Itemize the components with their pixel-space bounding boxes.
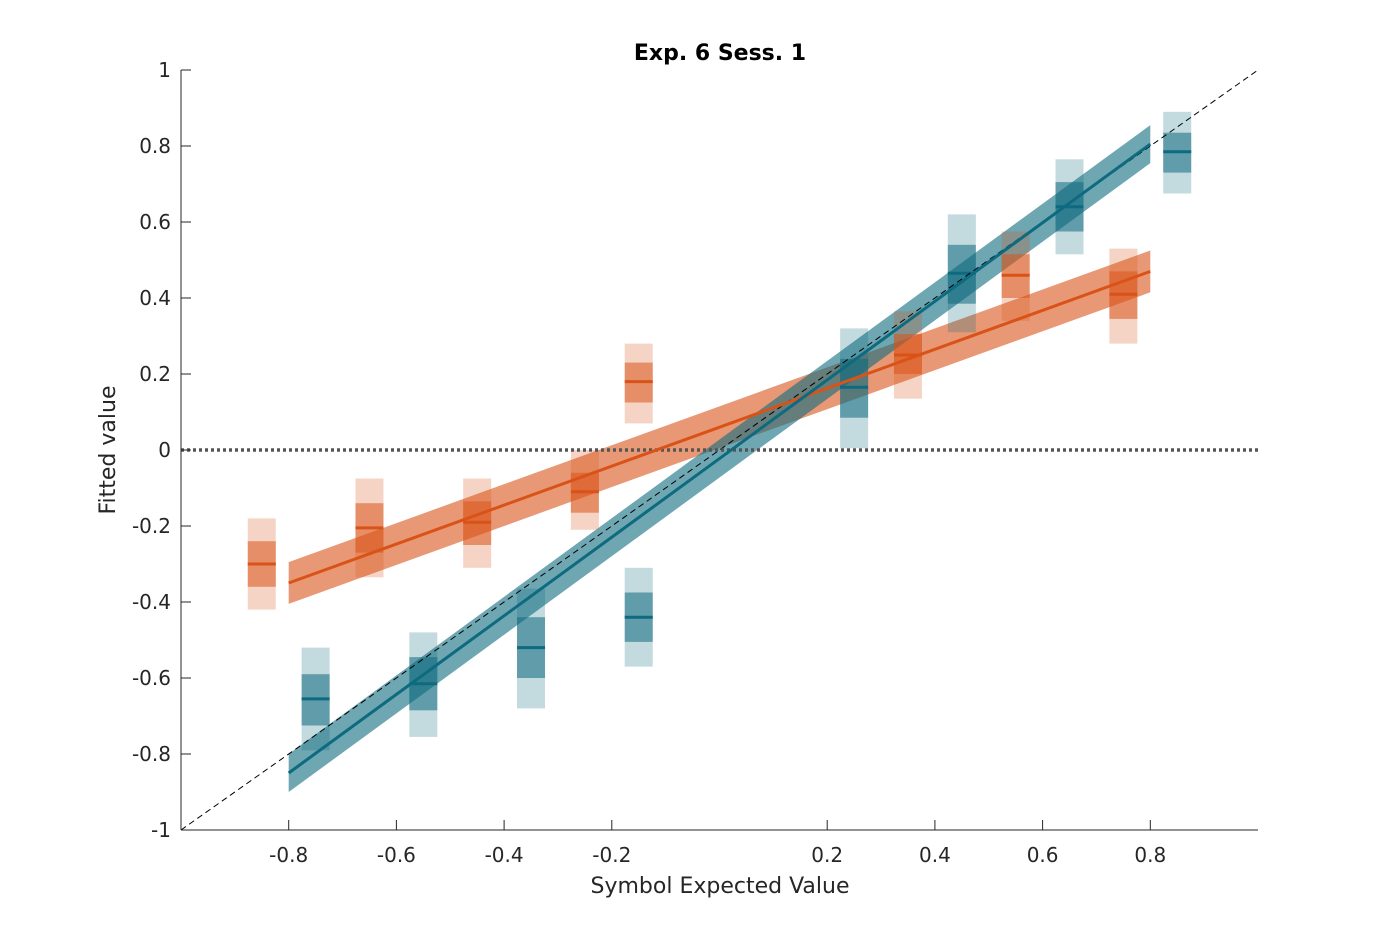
fit-line-series-0 <box>288 269 1151 585</box>
x-tick-label: 0.6 <box>1027 843 1059 867</box>
y-tick-label: -0.2 <box>132 514 171 538</box>
x-tick-label: 0.4 <box>919 843 951 867</box>
x-tick-label: 0.8 <box>1134 843 1166 867</box>
axes: 1 0.8 0.6 0.4 0.2 0 -0.2 -0.4 -0.6 -0.8 -1 -0.8 -0.6… <box>132 58 1258 867</box>
y-axis-label: Fitted value <box>96 385 121 514</box>
y-tick-label: -0.6 <box>132 666 171 690</box>
y-tick-label: 0.4 <box>139 286 171 310</box>
x-tick-label: 0.2 <box>811 843 843 867</box>
fit-lines <box>287 142 1152 775</box>
y-tick-label: -0.8 <box>132 742 171 766</box>
y-tick-label: 1 <box>158 58 171 82</box>
x-tick-label: -0.4 <box>485 843 524 867</box>
x-tick-label: -0.8 <box>269 843 308 867</box>
labels: Exp. 6 Sess. 1 Symbol Expected Value Fit… <box>96 41 850 899</box>
x-tick-label: -0.6 <box>377 843 416 867</box>
y-tick-label: 0.6 <box>139 210 171 234</box>
y-tick-label: -1 <box>151 818 171 842</box>
fit-line-series-1 <box>287 142 1152 775</box>
chart-title: Exp. 6 Sess. 1 <box>634 41 806 66</box>
y-tick-label: 0 <box>158 438 171 462</box>
y-tick-label: -0.4 <box>132 590 171 614</box>
x-axis-label: Symbol Expected Value <box>591 874 850 899</box>
y-tick-label: 0.2 <box>139 362 171 386</box>
x-tick-label: -0.2 <box>592 843 631 867</box>
y-tick-label: 0.8 <box>139 134 171 158</box>
error-boxes <box>247 111 1192 751</box>
